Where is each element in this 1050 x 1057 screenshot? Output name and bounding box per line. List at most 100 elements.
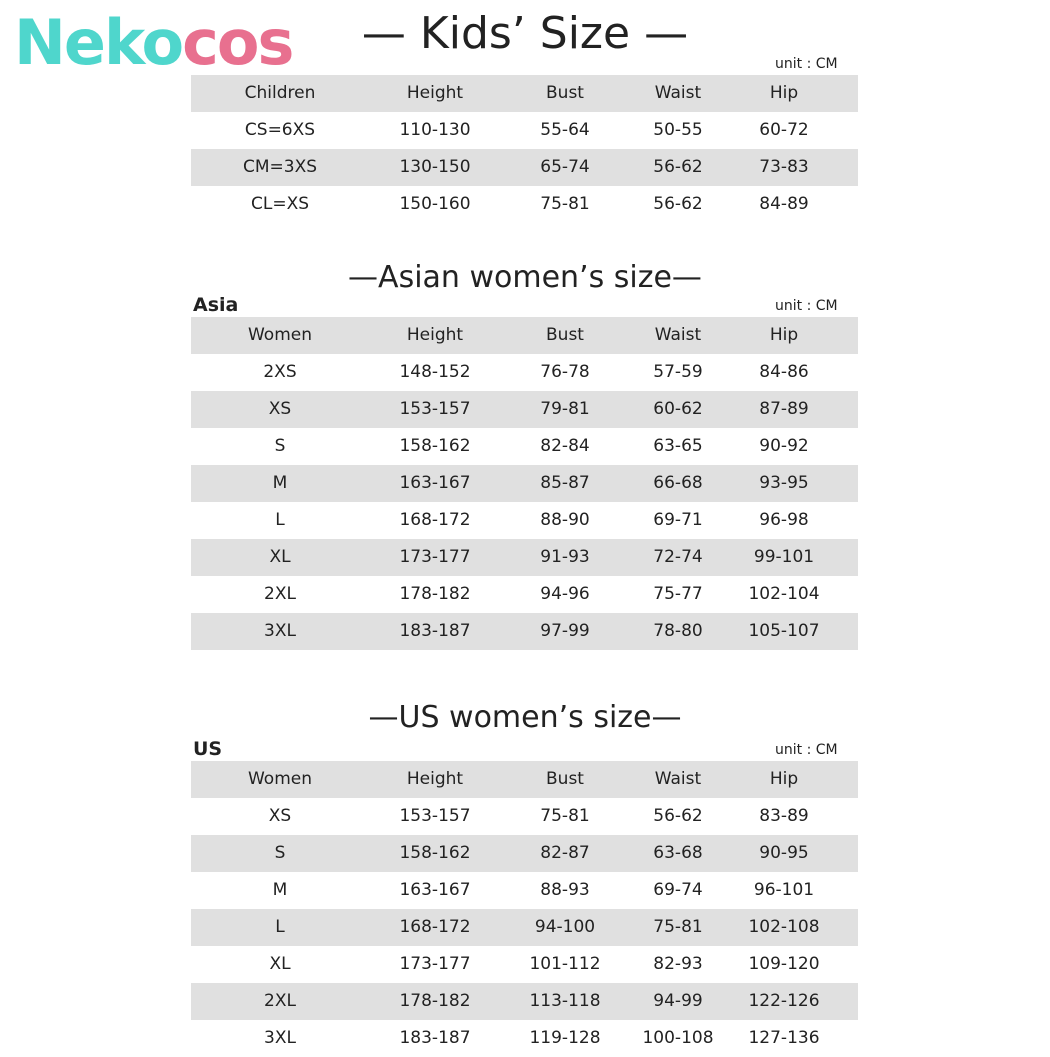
table-cell: M	[272, 473, 288, 493]
table-cell: 55-64	[540, 120, 590, 140]
table-cell: 75-81	[540, 806, 590, 826]
table-cell: 57-59	[653, 362, 703, 382]
region-label: Asia	[193, 294, 239, 316]
column-header: Women	[247, 769, 312, 789]
table-cell: 168-172	[399, 917, 471, 937]
table-cell: 178-182	[399, 991, 471, 1011]
unit-label: unit : CM	[775, 56, 838, 72]
table-row: 2XL 178-182 113-118 94-99 122-126	[191, 983, 858, 1020]
column-header: Height	[406, 83, 464, 103]
table-cell: 56-62	[653, 806, 703, 826]
table-cell: 3XL	[264, 1028, 296, 1048]
table-row: 2XL 178-182 94-96 75-77 102-104	[191, 576, 858, 613]
column-header: Waist	[654, 325, 702, 345]
table-cell: L	[275, 510, 285, 530]
table-cell: 153-157	[399, 806, 471, 826]
table-cell: 76-78	[540, 362, 590, 382]
table-cell: 158-162	[399, 436, 471, 456]
table-cell: CM=3XS	[242, 157, 318, 177]
table-cell: 130-150	[399, 157, 471, 177]
table-cell: 82-84	[540, 436, 590, 456]
table-cell: 97-99	[540, 621, 590, 641]
table-row: 3XL 183-187 97-99 78-80 105-107	[191, 613, 858, 650]
column-header: Height	[406, 769, 464, 789]
table-cell: 94-100	[534, 917, 596, 937]
column-header: Women	[247, 325, 312, 345]
table-cell: 105-107	[748, 621, 820, 641]
table-cell: 60-62	[653, 399, 703, 419]
table-cell: 178-182	[399, 584, 471, 604]
table-cell: 75-77	[653, 584, 703, 604]
table-cell: 73-83	[759, 157, 809, 177]
table-cell: 88-93	[540, 880, 590, 900]
table-cell: 60-72	[759, 120, 809, 140]
table-cell: 96-101	[753, 880, 815, 900]
table-cell: 163-167	[399, 473, 471, 493]
table-cell: 50-55	[653, 120, 703, 140]
table-cell: 78-80	[653, 621, 703, 641]
column-header: Height	[406, 325, 464, 345]
table-cell: 94-99	[653, 991, 703, 1011]
table-cell: 63-68	[653, 843, 703, 863]
table-cell: 90-92	[759, 436, 809, 456]
table-cell: L	[275, 917, 285, 937]
column-header: Waist	[654, 83, 702, 103]
table-cell: 56-62	[653, 194, 703, 214]
section-title: —Asian women’s size—	[348, 260, 702, 295]
table-cell: 113-118	[529, 991, 601, 1011]
table-cell: 84-89	[759, 194, 809, 214]
table-cell: 87-89	[759, 399, 809, 419]
section-title: —US women’s size—	[368, 700, 682, 735]
table-cell: 110-130	[399, 120, 471, 140]
table-cell: 102-104	[748, 584, 820, 604]
table-cell: XS	[268, 399, 292, 419]
table-row: CL=XS 150-160 75-81 56-62 84-89	[191, 186, 858, 223]
table-cell: 168-172	[399, 510, 471, 530]
table-header-row: Women Height Bust Waist Hip	[191, 317, 858, 354]
table-row: CS=6XS 110-130 55-64 50-55 60-72	[191, 112, 858, 149]
table-cell: 93-95	[759, 473, 809, 493]
unit-label: unit : CM	[775, 742, 838, 758]
table-row: XL 173-177 91-93 72-74 99-101	[191, 539, 858, 576]
table-cell: 173-177	[399, 547, 471, 567]
table-cell: 173-177	[399, 954, 471, 974]
table-row: 3XL 183-187 119-128 100-108 127-136	[191, 1020, 858, 1057]
column-header: Bust	[546, 83, 584, 103]
table-cell: 163-167	[399, 880, 471, 900]
table-row: 2XS 148-152 76-78 57-59 84-86	[191, 354, 858, 391]
table-cell: 2XS	[263, 362, 297, 382]
table-row: XL 173-177 101-112 82-93 109-120	[191, 946, 858, 983]
table-cell: 72-74	[653, 547, 703, 567]
size-table: Women Height Bust Waist Hip XS 153-157 75-81 56-…	[191, 761, 858, 1057]
table-cell: 2XL	[264, 991, 296, 1011]
table-cell: 109-120	[748, 954, 820, 974]
table-cell: 91-93	[540, 547, 590, 567]
table-cell: CL=XS	[250, 194, 310, 214]
column-header: Bust	[546, 325, 584, 345]
table-cell: 84-86	[759, 362, 809, 382]
table-cell: XL	[269, 954, 291, 974]
table-cell: 102-108	[748, 917, 820, 937]
table-cell: 96-98	[759, 510, 809, 530]
table-row: CM=3XS 130-150 65-74 56-62 73-83	[191, 149, 858, 186]
table-cell: 148-152	[399, 362, 471, 382]
table-row: S 158-162 82-87 63-68 90-95	[191, 835, 858, 872]
table-cell: CS=6XS	[244, 120, 316, 140]
table-cell: 66-68	[653, 473, 703, 493]
section-title: — Kids’ Size —	[361, 8, 689, 59]
column-header: Bust	[546, 769, 584, 789]
table-cell: M	[272, 880, 288, 900]
table-cell: 56-62	[653, 157, 703, 177]
column-header: Hip	[769, 83, 799, 103]
table-cell: 100-108	[642, 1028, 714, 1048]
table-cell: XS	[268, 806, 292, 826]
size-table: Children Height Bust Waist Hip CS=6XS 110-130 5…	[191, 75, 858, 223]
region-label: US	[193, 738, 223, 760]
table-cell: XL	[269, 547, 291, 567]
column-header: Hip	[769, 325, 799, 345]
table-cell: 88-90	[540, 510, 590, 530]
table-cell: 79-81	[540, 399, 590, 419]
table-row: XS 153-157 79-81 60-62 87-89	[191, 391, 858, 428]
table-header-row: Children Height Bust Waist Hip	[191, 75, 858, 112]
table-row: XS 153-157 75-81 56-62 83-89	[191, 798, 858, 835]
